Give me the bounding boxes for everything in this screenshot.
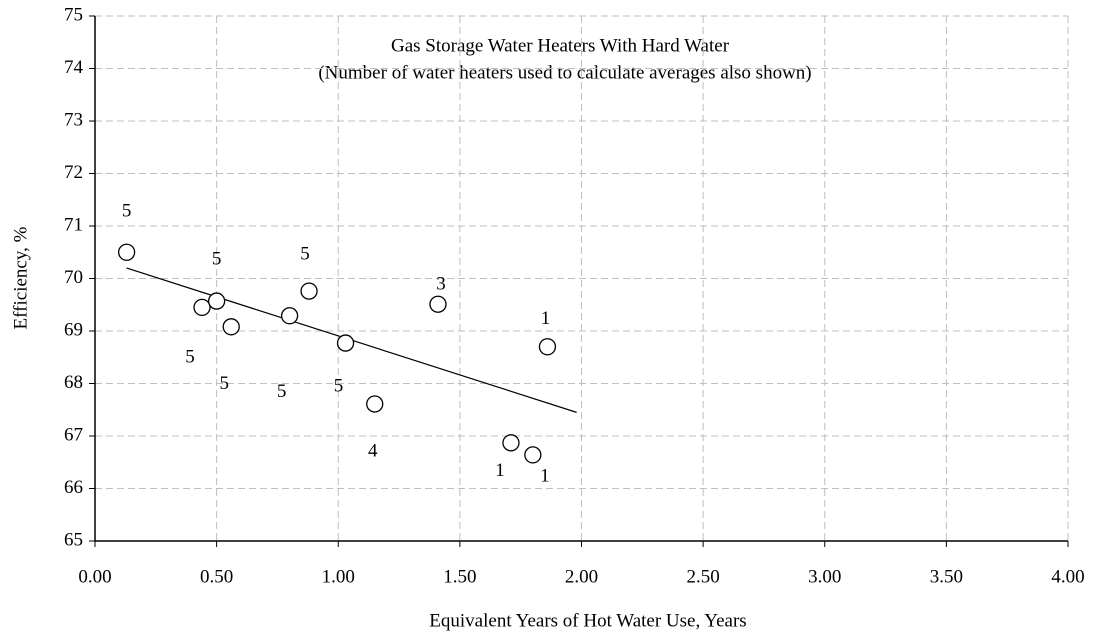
- point-label: 5: [300, 243, 310, 264]
- y-tick-label: 74: [64, 57, 84, 78]
- x-tick-label: 1.00: [322, 566, 355, 587]
- x-tick-label: 4.00: [1051, 566, 1084, 587]
- y-tick-label: 69: [64, 319, 83, 340]
- point-label: 5: [334, 375, 344, 396]
- point: [300, 282, 318, 300]
- point-label: 5: [122, 201, 132, 222]
- point: [538, 338, 557, 356]
- x-tick-label: 3.50: [930, 566, 963, 587]
- y-tick-label: 72: [64, 162, 83, 183]
- chart-title: Gas Storage Water Heaters With Hard Wate…: [391, 35, 730, 56]
- point: [193, 298, 211, 317]
- point-label: 5: [219, 373, 229, 394]
- point: [336, 334, 355, 352]
- x-tick-label: 0.00: [78, 566, 111, 587]
- x-tick-label: 1.50: [443, 566, 476, 587]
- y-tick-label: 67: [64, 424, 83, 445]
- point-label: 3: [436, 274, 446, 295]
- y-tick-label: 73: [64, 109, 83, 130]
- point: [222, 318, 240, 336]
- x-tick-label: 0.50: [200, 566, 233, 587]
- point-label: 1: [541, 308, 551, 329]
- point: [429, 295, 447, 313]
- x-tick-label: 2.50: [687, 566, 720, 587]
- point: [502, 434, 520, 452]
- x-tick-label: 2.00: [565, 566, 598, 587]
- point-label: 5: [277, 381, 287, 402]
- y-tick-label: 66: [64, 477, 83, 498]
- point: [524, 446, 542, 464]
- point-label: 1: [540, 465, 550, 486]
- chart-subtitle: (Number of water heaters used to calcula…: [318, 62, 811, 83]
- y-tick-label: 75: [64, 4, 83, 25]
- point: [366, 395, 384, 413]
- point-label: 1: [495, 460, 505, 481]
- x-tick-label: 3.00: [808, 566, 841, 587]
- y-tick-label: 68: [64, 372, 83, 393]
- point: [207, 292, 226, 310]
- y-tick-label: 65: [64, 529, 83, 550]
- y-axis-label: Efficiency, %: [10, 226, 31, 329]
- point-label: 5: [212, 248, 222, 269]
- point: [280, 307, 299, 325]
- point: [117, 243, 136, 261]
- y-tick-label: 71: [64, 214, 83, 235]
- x-axis-label: Equivalent Years of Hot Water Use, Years: [429, 610, 746, 631]
- point-label: 5: [185, 347, 195, 368]
- point-label: 4: [368, 440, 378, 461]
- y-tick-label: 70: [64, 267, 83, 288]
